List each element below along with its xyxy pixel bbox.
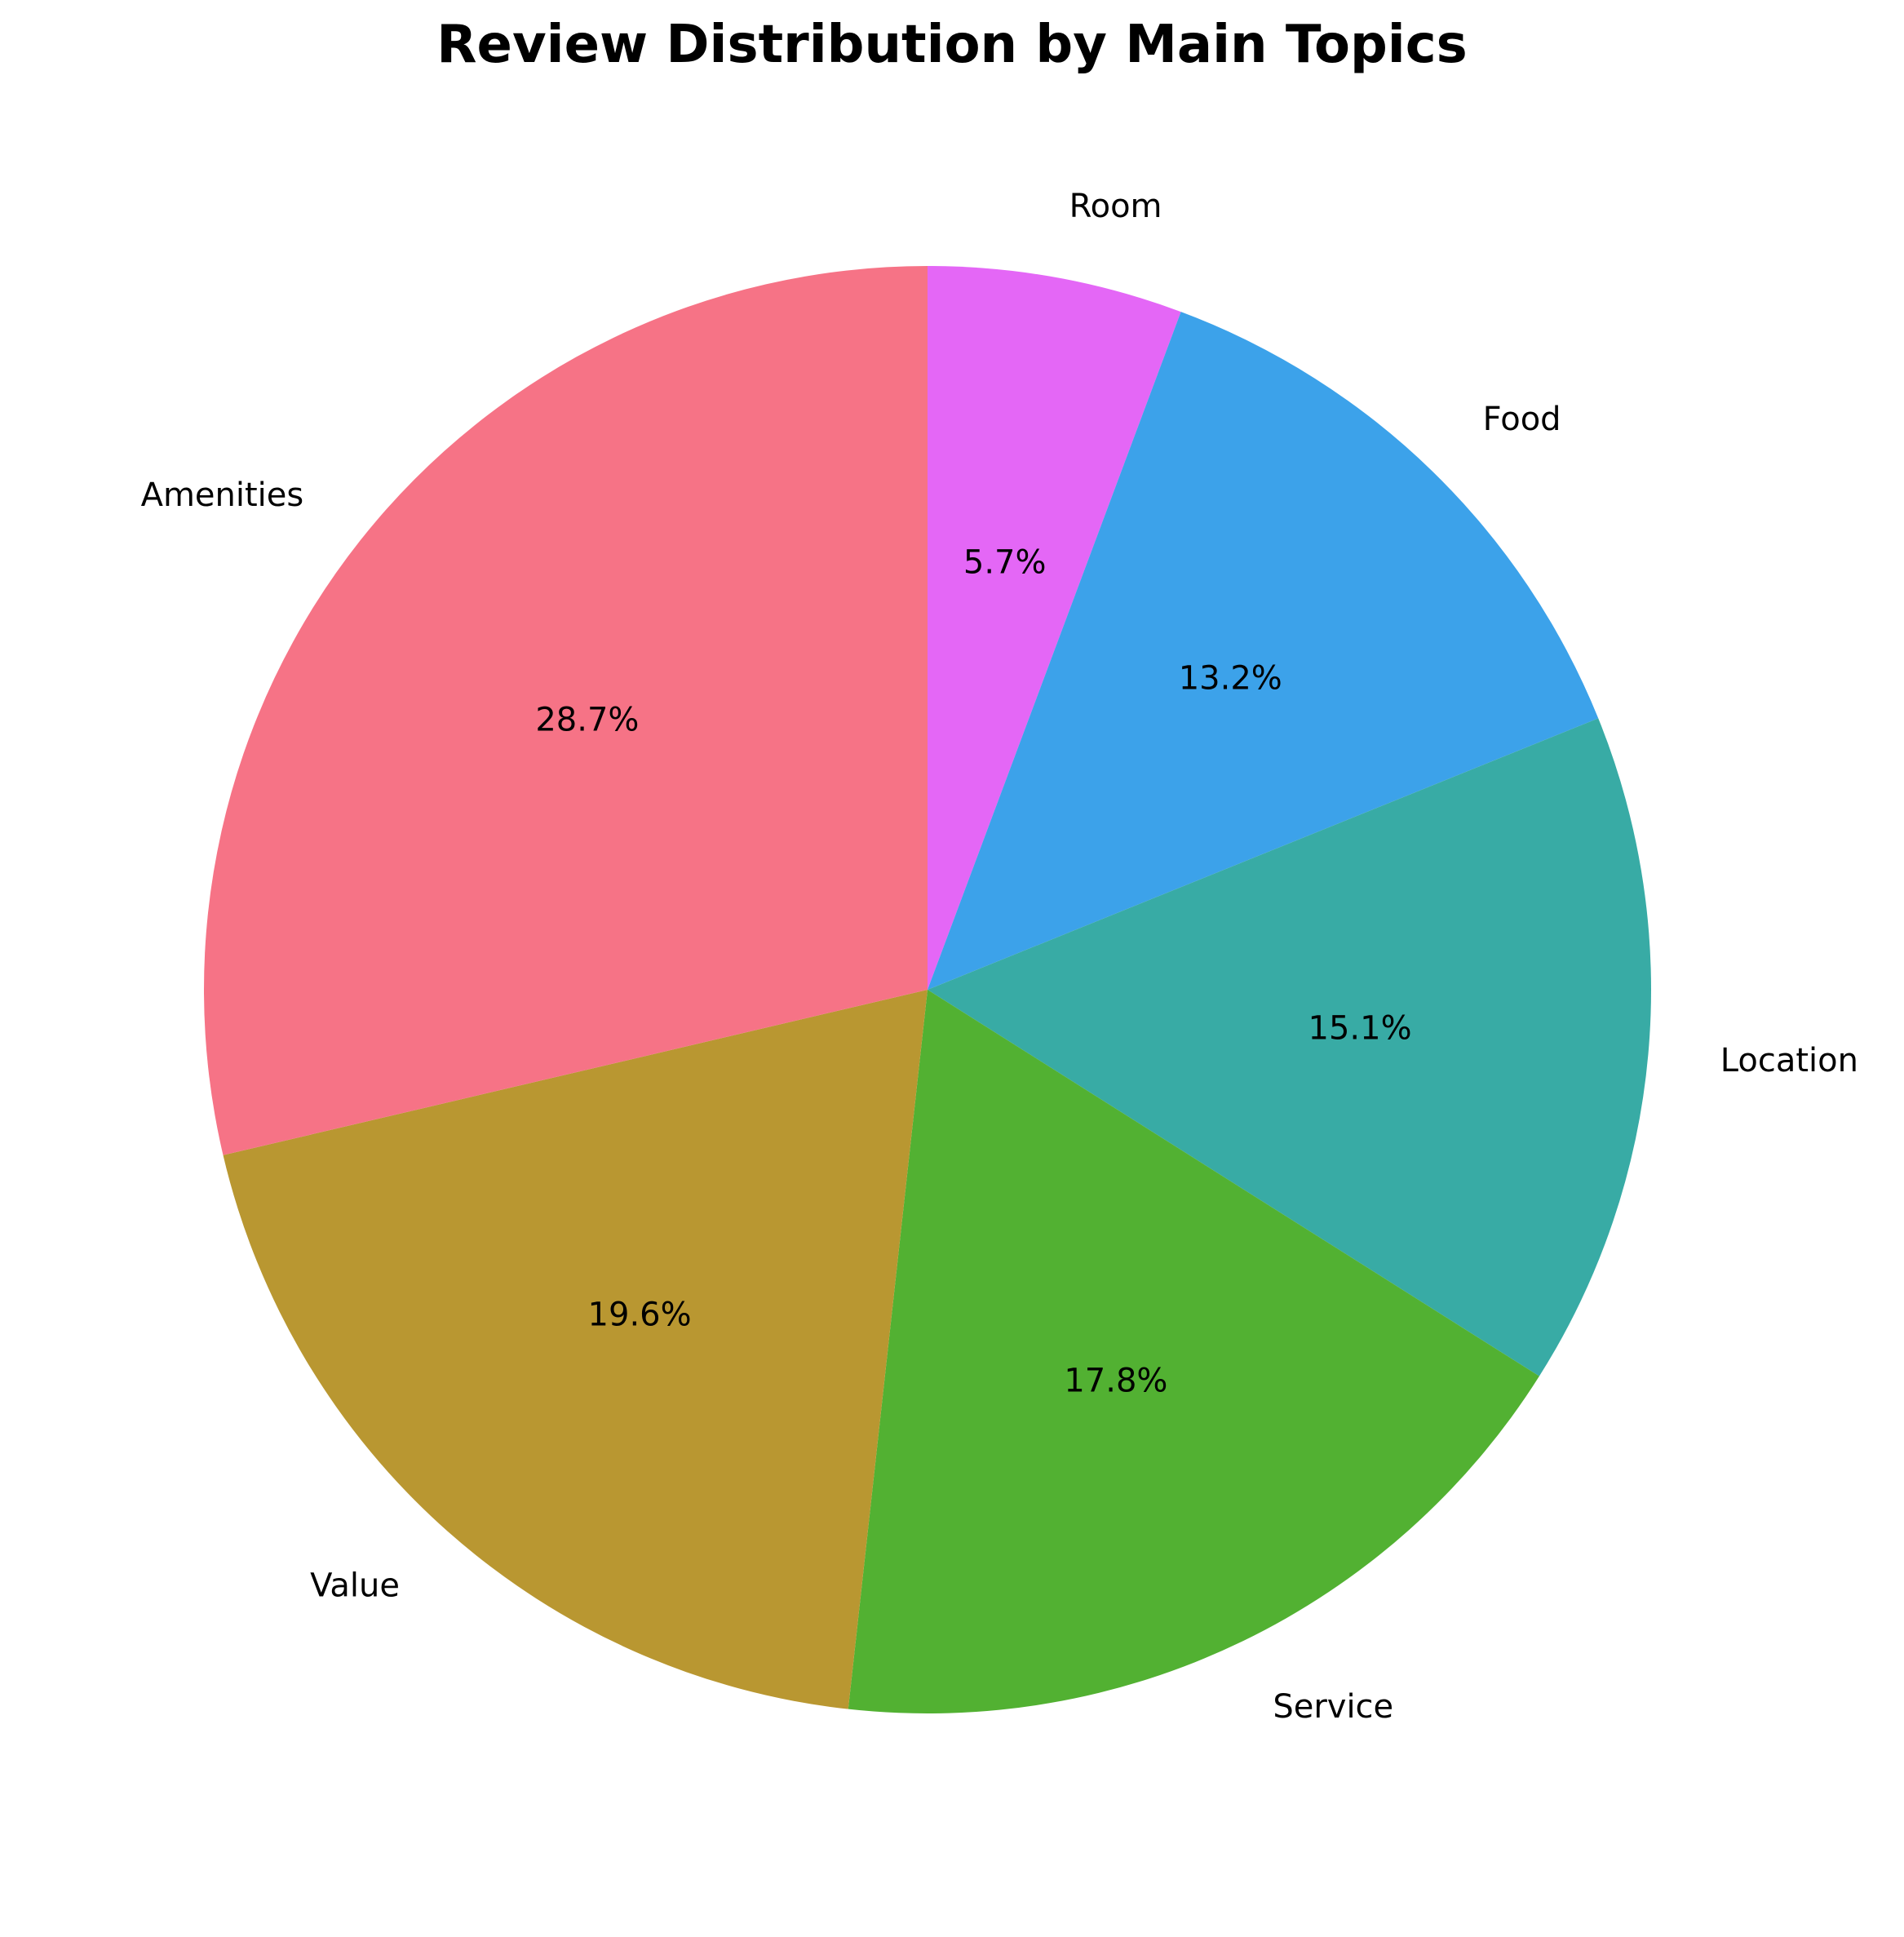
pie-slice-amenities	[203, 265, 928, 1155]
pie-slice-location	[928, 718, 1651, 1376]
slice-label-location: Location	[1720, 1042, 1858, 1079]
pie-slice-food	[928, 312, 1599, 990]
slice-pct-room: 5.7%	[963, 543, 1047, 581]
slice-pct-location: 15.1%	[1308, 1010, 1412, 1048]
slice-pct-food: 13.2%	[1179, 660, 1282, 698]
slice-label-room: Room	[1069, 188, 1162, 225]
slice-label-service: Service	[1273, 1688, 1393, 1726]
slice-label-food: Food	[1483, 401, 1561, 438]
slice-pct-amenities: 28.7%	[535, 701, 639, 738]
slice-label-amenities: Amenities	[141, 476, 304, 514]
pie-slice-room	[928, 266, 1181, 990]
slice-label-value: Value	[310, 1567, 400, 1604]
chart-title: Review Distribution by Main Topics	[436, 15, 1468, 75]
slice-pct-value: 19.6%	[588, 1296, 692, 1333]
pie-slice-service	[848, 990, 1539, 1713]
slice-pct-service: 17.8%	[1064, 1362, 1167, 1399]
pie-slice-value	[223, 990, 928, 1709]
